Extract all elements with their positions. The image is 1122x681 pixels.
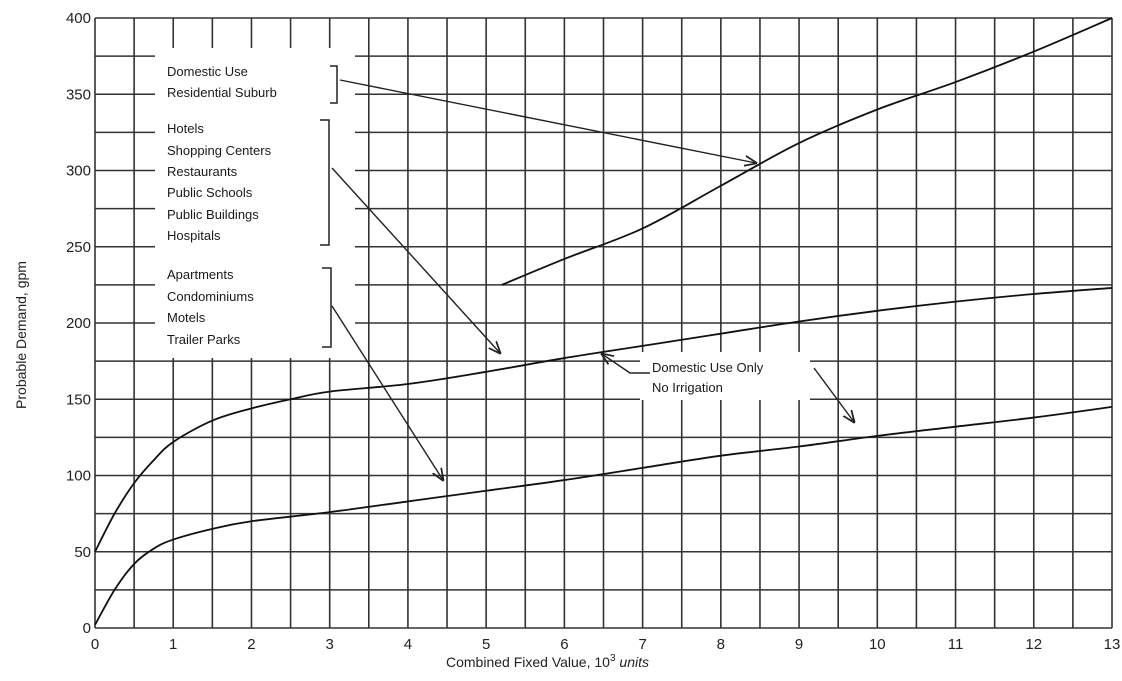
y-tick-label: 400 xyxy=(66,10,91,27)
annotation-label: Public Schools xyxy=(167,185,253,200)
y-tick-label: 250 xyxy=(66,239,91,256)
x-tick-label: 6 xyxy=(560,636,568,653)
series xyxy=(94,17,1113,626)
annotation-label: Shopping Centers xyxy=(167,143,272,158)
x-tick-label: 11 xyxy=(948,636,964,653)
x-tick-label: 4 xyxy=(404,636,412,653)
x-tick-label: 0 xyxy=(91,636,99,653)
bracket xyxy=(330,65,338,104)
annotation-group-commercial: Hotels Shopping Centers Restaurants Publ… xyxy=(167,119,330,246)
bracket xyxy=(322,267,332,348)
y-tick-labels: 0 50 100 150 200 250 300 350 400 xyxy=(66,10,91,637)
y-tick-label: 150 xyxy=(66,391,91,408)
annotation-label: Condominiums xyxy=(167,289,254,304)
annotation-label: Apartments xyxy=(167,267,234,282)
annotation-label: Trailer Parks xyxy=(167,332,241,347)
y-tick-label: 100 xyxy=(66,468,91,485)
x-axis-title: Combined Fixed Value, 103 units xyxy=(446,653,649,670)
x-tick-label: 9 xyxy=(795,636,803,653)
annotation-label: Residential Suburb xyxy=(167,85,277,100)
y-axis-title: Probable Demand, gpm xyxy=(13,261,29,409)
annotation-group-domestic: Domestic Use Only No Irrigation xyxy=(652,360,764,395)
x-tick-label: 13 xyxy=(1104,636,1121,653)
arrow-commercial xyxy=(331,167,500,353)
y-tick-label: 50 xyxy=(74,544,91,561)
y-tick-label: 0 xyxy=(83,620,91,637)
x-tick-label: 12 xyxy=(1025,636,1042,653)
annotation-group-multifamily: Apartments Condominiums Motels Trailer P… xyxy=(167,267,332,348)
annotation-label: No Irrigation xyxy=(652,380,723,395)
series-line-1 xyxy=(501,17,1113,286)
x-tick-label: 1 xyxy=(169,636,177,653)
y-tick-label: 300 xyxy=(66,163,91,180)
annotation-label: Hospitals xyxy=(167,228,221,243)
arrow-residential xyxy=(339,79,756,163)
y-tick-label: 200 xyxy=(66,315,91,332)
x-tick-label: 8 xyxy=(717,636,725,653)
annotation-label: Domestic Use Only xyxy=(652,360,764,375)
bracket xyxy=(320,119,330,246)
arrow-domestic-upper xyxy=(602,354,650,374)
annotation-label: Hotels xyxy=(167,121,204,136)
series-line-3 xyxy=(94,405,1113,626)
annotation-group-residential: Domestic Use Residential Suburb xyxy=(167,64,338,104)
x-tick-label: 3 xyxy=(326,636,334,653)
annotation-box xyxy=(155,48,355,358)
series-line-2 xyxy=(94,287,1113,553)
x-tick-label: 2 xyxy=(247,636,255,653)
annotation-label: Domestic Use xyxy=(167,64,248,79)
x-tick-labels: 0 1 2 3 4 5 6 7 8 9 10 11 12 13 xyxy=(91,636,1121,653)
x-tick-label: 7 xyxy=(638,636,646,653)
annotation-label: Motels xyxy=(167,310,206,325)
annotation-label: Public Buildings xyxy=(167,207,259,222)
arrow-domestic-lower xyxy=(813,367,854,422)
annotation-box-domestic xyxy=(640,352,810,400)
y-tick-label: 350 xyxy=(66,86,91,103)
arrow-multifamily xyxy=(331,305,443,480)
annotation-label: Restaurants xyxy=(167,164,238,179)
x-tick-label: 10 xyxy=(869,636,886,653)
x-tick-label: 5 xyxy=(482,636,490,653)
